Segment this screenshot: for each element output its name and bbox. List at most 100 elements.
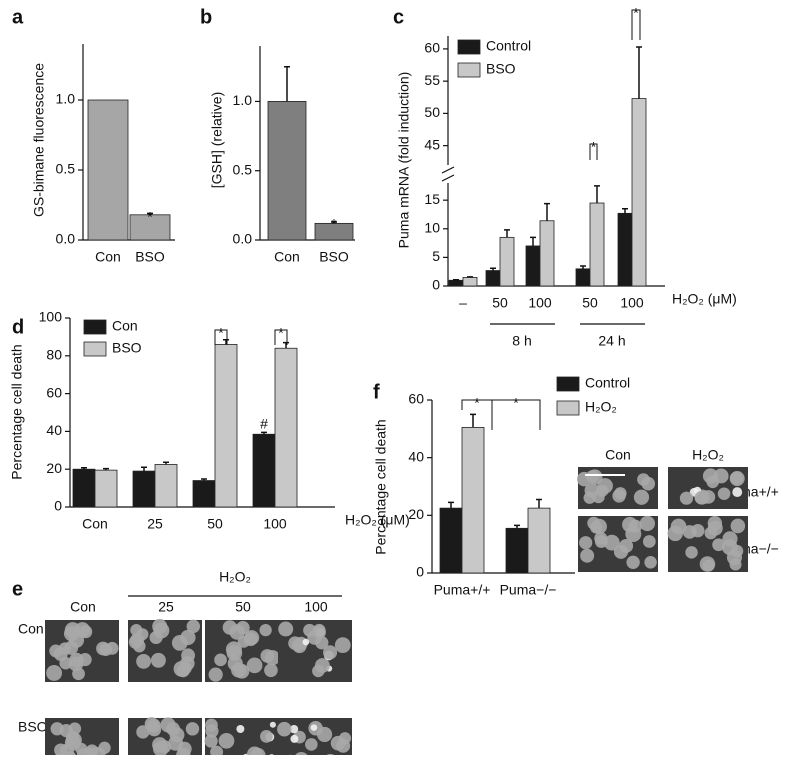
x-tick-label: 25 (147, 516, 163, 532)
cell (637, 473, 650, 486)
cell (136, 628, 148, 640)
error-bar (467, 277, 473, 278)
cell (315, 658, 330, 673)
y-tick-label: 45 (424, 136, 440, 152)
x-axis-label: H₂O₂ (μM) (672, 291, 737, 307)
cell (60, 724, 73, 737)
bar (215, 344, 237, 507)
annotation: * (218, 325, 224, 341)
cell (732, 487, 742, 497)
cell (179, 662, 192, 675)
group-label: 8 h (512, 333, 531, 349)
x-tick-label: 50 (207, 516, 223, 532)
y-tick-label: 0 (54, 498, 62, 514)
y-tick-label: 20 (408, 506, 424, 522)
cell (695, 491, 709, 505)
cell (219, 733, 235, 749)
bar (500, 237, 514, 286)
x-tick-label: BSO (135, 249, 165, 265)
cell (186, 722, 199, 735)
cell (643, 535, 656, 548)
bar (88, 100, 128, 240)
bar (73, 469, 95, 507)
cell (214, 654, 227, 667)
cell (634, 490, 649, 505)
y-tick-label: 80 (46, 347, 62, 363)
cell (579, 536, 592, 549)
y-tick-label: 50 (424, 104, 440, 120)
cell (260, 649, 274, 663)
column-label: Con (605, 447, 631, 463)
cell (640, 516, 655, 531)
cell (339, 732, 351, 744)
x-tick-label: Con (82, 516, 108, 532)
bar (462, 427, 484, 573)
y-tick-label: 100 (39, 309, 63, 325)
cell (290, 735, 298, 743)
cell (614, 545, 628, 559)
cell (591, 519, 606, 534)
bar (528, 508, 550, 573)
annotation: * (278, 325, 284, 341)
cell (181, 648, 195, 662)
annotation: * (513, 395, 519, 411)
error-bar (283, 343, 289, 349)
legend-swatch (84, 320, 106, 334)
y-axis-label: [GSH] (relative) (209, 92, 225, 188)
cell (147, 719, 161, 733)
cell (277, 722, 292, 737)
error-bar (448, 502, 454, 508)
x-tick-label: 100 (620, 295, 644, 311)
cell (172, 635, 188, 651)
y-tick-label: 0.5 (233, 161, 253, 177)
bar (590, 203, 604, 286)
annotation: * (331, 216, 337, 232)
cell (260, 730, 273, 743)
bar (268, 101, 306, 240)
cell (204, 734, 217, 747)
legend-label: Control (486, 38, 531, 54)
bar (506, 528, 528, 573)
y-tick-label: 40 (408, 448, 424, 464)
error-bar (580, 266, 586, 269)
y-axis-label: Percentage cell death (9, 344, 25, 479)
cell (703, 559, 715, 571)
y-axis-label: Percentage cell death (373, 419, 389, 554)
panel-label: a (12, 6, 24, 28)
error-bar (453, 280, 459, 281)
y-tick-label: 60 (424, 40, 440, 56)
cell (685, 546, 697, 558)
bar (133, 471, 155, 507)
y-tick-label: 1.0 (233, 92, 253, 108)
error-bar (536, 499, 542, 508)
x-tick-label: 100 (528, 295, 552, 311)
cell (644, 556, 656, 568)
y-tick-label: 5 (432, 248, 440, 264)
bar (155, 464, 177, 507)
cell (612, 489, 625, 502)
error-bar (514, 525, 520, 528)
cell (586, 470, 599, 483)
cell (668, 526, 683, 541)
cell (152, 619, 167, 634)
error-bar (594, 186, 600, 203)
bar (632, 99, 646, 286)
y-tick-label: 55 (424, 72, 440, 88)
error-bar (504, 230, 510, 237)
legend-swatch (458, 63, 480, 77)
bar (253, 434, 275, 507)
y-axis-label: Puma mRNA (fold induction) (396, 72, 412, 249)
y-tick-label: 60 (46, 384, 62, 400)
y-tick-label: 20 (46, 460, 62, 476)
x-tick-label: Con (95, 249, 121, 265)
cell (335, 637, 351, 653)
cell (730, 471, 745, 486)
legend-label: Control (585, 375, 630, 391)
error-bar (141, 467, 147, 471)
cell (151, 653, 166, 668)
cell (311, 724, 317, 730)
x-tick-label: 50 (582, 295, 598, 311)
group-label: 24 h (598, 333, 625, 349)
cell (731, 545, 743, 557)
cell (259, 624, 271, 636)
